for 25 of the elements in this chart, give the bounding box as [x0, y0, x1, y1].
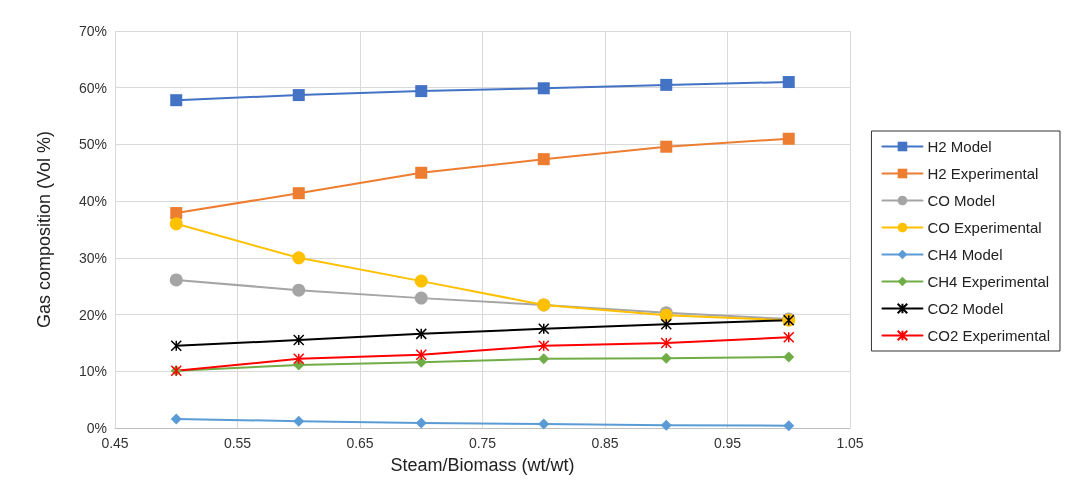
x-tick-label: 1.05: [836, 435, 864, 451]
y-tick-label: 50%: [78, 136, 107, 153]
legend-label: H2 Experimental: [927, 165, 1039, 182]
x-tick-label: 0.55: [223, 435, 252, 451]
y-tick-label: 0%: [86, 420, 107, 436]
legend-label: CH4 Model: [927, 246, 1003, 263]
x-tick-label: 0.85: [591, 435, 619, 451]
x-axis-title: Steam/Biomass (wt/wt): [390, 455, 575, 475]
legend-label: CH4 Experimental: [927, 273, 1050, 290]
legend-label: CO2 Model: [927, 300, 1004, 317]
x-tick-label: 0.95: [713, 435, 742, 451]
legend-label: H2 Model: [927, 138, 992, 155]
legend-label: CO2 Experimental: [927, 327, 1051, 344]
y-tick-label: 10%: [78, 363, 107, 380]
legend-label: CO Model: [927, 192, 995, 209]
y-tick-label: 60%: [78, 79, 107, 96]
x-tick-label: 0.45: [101, 435, 129, 451]
x-tick-label: 0.65: [346, 435, 374, 451]
y-tick-label: 20%: [78, 306, 107, 323]
y-tick-label: 30%: [78, 249, 107, 266]
y-tick-label: 40%: [78, 193, 107, 210]
legend-label: CO Experimental: [927, 219, 1042, 236]
y-tick-label: 70%: [78, 23, 107, 39]
x-tick-label: 0.75: [468, 435, 497, 451]
y-axis-title: Gas composition (Vol %): [34, 130, 54, 329]
